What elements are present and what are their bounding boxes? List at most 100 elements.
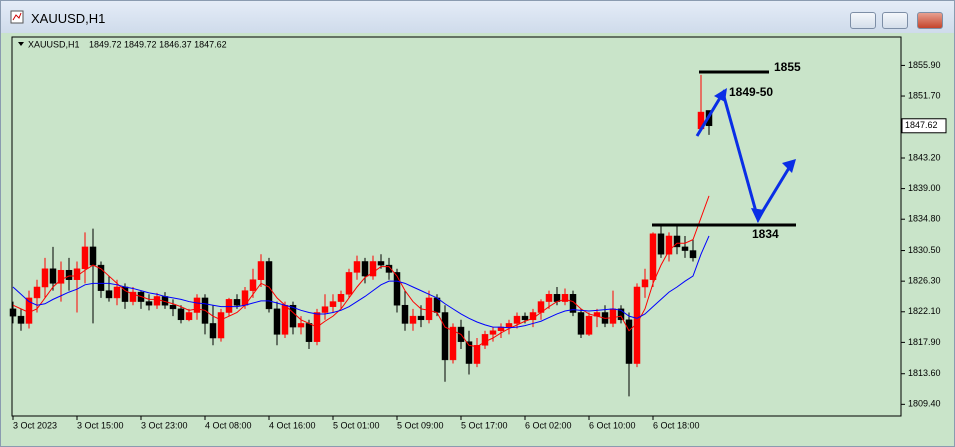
arrow-head	[782, 159, 796, 173]
candle-body	[417, 315, 425, 321]
candle-body	[153, 296, 161, 306]
y-tick-label: 1851.70	[908, 90, 941, 100]
candle-body	[169, 304, 177, 310]
candle-body	[425, 297, 433, 321]
candle-body	[49, 268, 57, 284]
candle-body	[17, 315, 25, 324]
candle-body	[481, 334, 489, 346]
candle-body	[217, 312, 225, 339]
y-tick-label: 1839.00	[908, 183, 941, 193]
arrow-head	[751, 208, 765, 223]
title-bar: XAUUSD,H1	[1, 1, 954, 33]
candle-body	[105, 290, 113, 299]
menu-triangle	[18, 42, 24, 46]
candle-body	[577, 312, 585, 335]
arrow-head	[714, 88, 727, 102]
y-tick-label: 1813.60	[908, 368, 941, 378]
ma-line	[12, 195, 710, 348]
candle-body	[377, 261, 385, 266]
candle-body	[561, 294, 569, 302]
candle-body	[305, 323, 313, 342]
ohlc-label: 1849.72 1849.72 1846.37 1847.62	[89, 39, 227, 49]
candle-body	[177, 308, 185, 321]
y-tick-label: 1855.90	[908, 60, 941, 70]
x-tick-label: 3 Oct 2023	[13, 420, 57, 430]
x-tick-label: 5 Oct 09:00	[397, 420, 444, 430]
x-tick-label: 6 Oct 18:00	[653, 420, 700, 430]
x-tick-label: 6 Oct 10:00	[589, 420, 636, 430]
price-label: 1847.62	[905, 120, 938, 130]
candle-body	[345, 272, 353, 295]
candle-body	[489, 330, 497, 335]
price-box	[901, 118, 947, 134]
candle-body	[145, 301, 153, 306]
candle-body	[337, 294, 345, 302]
candle-body	[649, 233, 657, 280]
candle-body	[89, 246, 97, 266]
y-tick-label: 1826.30	[908, 276, 941, 286]
candle-body	[41, 268, 49, 288]
candle-body	[193, 297, 201, 313]
candle-body	[297, 323, 305, 328]
candle-body	[521, 315, 529, 321]
candle-body	[441, 312, 449, 361]
x-tick-label: 5 Oct 01:00	[333, 420, 380, 430]
x-tick-label: 3 Oct 15:00	[77, 420, 124, 430]
candle-body	[473, 345, 481, 364]
y-tick-label: 1834.80	[908, 214, 941, 224]
candle-body	[209, 323, 217, 339]
candle-body	[257, 261, 265, 280]
maximize-button[interactable]	[882, 12, 908, 29]
candle-body	[393, 272, 401, 306]
candle-body	[233, 299, 241, 306]
y-tick-label: 1843.20	[908, 152, 941, 162]
candle-body	[689, 250, 697, 259]
candle-body	[385, 264, 393, 273]
level-label: 1855	[774, 60, 801, 74]
candle-body	[513, 315, 521, 324]
candle-body	[673, 235, 681, 248]
candle-body	[353, 261, 361, 273]
candle-body	[9, 308, 17, 317]
candle-body	[505, 323, 513, 328]
candle-body	[617, 308, 625, 321]
candle-body	[65, 269, 73, 280]
candle-body	[609, 308, 617, 324]
candle-body	[33, 286, 41, 299]
candle-body	[81, 246, 89, 270]
candle-body	[185, 312, 193, 321]
candle-body	[401, 304, 409, 324]
symbol-label: XAUUSD,H1	[28, 39, 80, 49]
candle-body	[369, 261, 377, 277]
candle-body	[625, 319, 633, 364]
candle-body	[321, 306, 329, 313]
y-tick-label: 1817.90	[908, 337, 941, 347]
level-label: 1834	[752, 227, 779, 241]
candle-body	[281, 304, 289, 335]
candle-body	[361, 261, 369, 277]
annotation: 1849-50	[729, 85, 773, 99]
minimize-button[interactable]	[850, 12, 876, 29]
x-tick-label: 4 Oct 08:00	[205, 420, 252, 430]
candle-body	[681, 246, 689, 251]
candle-body	[273, 308, 281, 335]
candle-body	[329, 301, 337, 307]
candle-body	[465, 341, 473, 364]
candle-body	[249, 279, 257, 291]
candle-body	[57, 269, 65, 284]
candle-body	[585, 315, 593, 335]
x-tick-label: 4 Oct 16:00	[269, 420, 316, 430]
window-icon	[10, 10, 24, 24]
window-title: XAUUSD,H1	[31, 11, 106, 26]
candle-body	[449, 326, 457, 361]
candle-body	[665, 235, 673, 255]
close-button[interactable]	[917, 12, 943, 29]
candle-body	[569, 294, 577, 313]
candle-body	[553, 294, 561, 302]
y-tick-label: 1830.50	[908, 245, 941, 255]
plot-frame	[11, 36, 902, 417]
candle-body	[657, 233, 665, 255]
candle-body	[545, 294, 553, 302]
ma-line	[12, 235, 710, 329]
